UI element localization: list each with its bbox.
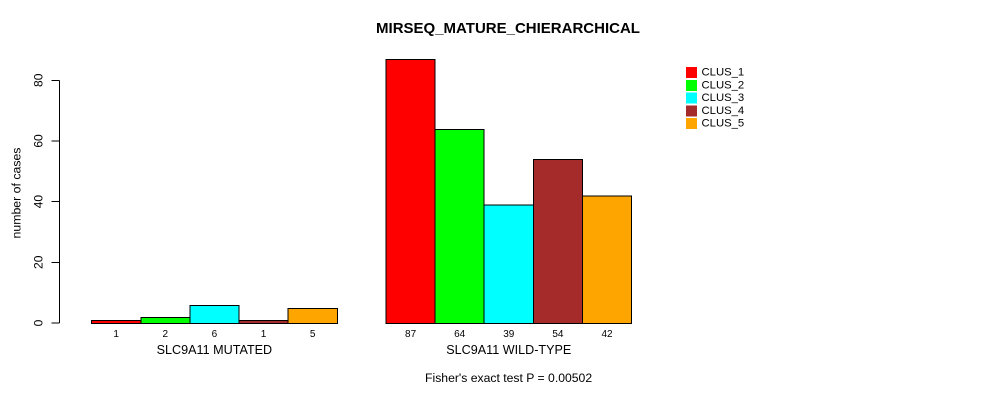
svg-text:80: 80 [32, 73, 46, 87]
svg-text:1: 1 [113, 329, 119, 340]
svg-text:64: 64 [454, 329, 466, 340]
svg-text:CLUS_5: CLUS_5 [702, 118, 745, 130]
svg-text:CLUS_1: CLUS_1 [702, 67, 745, 79]
svg-text:54: 54 [552, 329, 564, 340]
svg-text:2: 2 [163, 329, 169, 340]
svg-text:SLC9A11 MUTATED: SLC9A11 MUTATED [157, 343, 272, 357]
svg-text:CLUS_3: CLUS_3 [702, 92, 745, 104]
svg-text:1: 1 [261, 329, 267, 340]
svg-text:42: 42 [601, 329, 613, 340]
svg-text:5: 5 [310, 329, 316, 340]
svg-text:MIRSEQ_MATURE_CHIERARCHICAL: MIRSEQ_MATURE_CHIERARCHICAL [376, 20, 640, 37]
svg-text:CLUS_2: CLUS_2 [702, 79, 745, 91]
svg-text:6: 6 [212, 329, 218, 340]
svg-text:0: 0 [32, 319, 46, 326]
svg-text:Fisher's exact test P = 0.0050: Fisher's exact test P = 0.00502 [425, 371, 592, 385]
svg-text:20: 20 [32, 255, 46, 269]
svg-text:40: 40 [32, 195, 46, 209]
svg-text:CLUS_4: CLUS_4 [702, 105, 745, 117]
svg-text:number of cases: number of cases [10, 148, 24, 239]
svg-text:39: 39 [503, 329, 515, 340]
svg-text:87: 87 [405, 329, 417, 340]
svg-text:60: 60 [32, 134, 46, 148]
svg-text:SLC9A11 WILD-TYPE: SLC9A11 WILD-TYPE [446, 343, 571, 357]
